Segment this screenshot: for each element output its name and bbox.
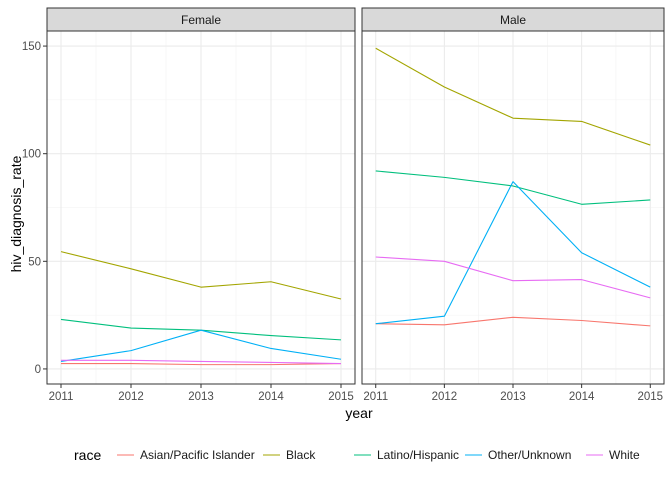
legend-title: race (74, 447, 101, 463)
series-line-asian-pacific-islander (375, 316, 651, 327)
x-tick-label: 2012 (118, 391, 144, 403)
legend-item: Latino/Hispanic (354, 448, 459, 462)
legend: race Asian/Pacific Islander Black Latino/Hi… (74, 447, 640, 463)
series-line-black (375, 47, 651, 146)
y-tick-label: 0 (35, 364, 41, 376)
x-tick-label: 2011 (49, 391, 74, 403)
y-tick-label: 50 (28, 256, 41, 268)
x-axis-title: year (345, 405, 373, 421)
facet-strip-label: Female (181, 13, 221, 27)
series-line-white (375, 256, 651, 299)
series-line-black (60, 251, 342, 300)
y-axis-title: hiv_diagnosis_rate (8, 155, 24, 272)
series-line-asian-pacific-islander (61, 362, 342, 366)
x-tick-label: 2014 (258, 391, 284, 403)
series-line-other-unknown (60, 329, 342, 362)
x-tick-label: 2013 (500, 391, 526, 403)
series-line-latino-hispanic (375, 170, 651, 205)
x-tick-label: 2012 (432, 391, 458, 403)
legend-item: Black (263, 448, 316, 462)
x-tick-label: 2014 (569, 391, 595, 403)
x-tick-label: 2013 (188, 391, 214, 403)
legend-label: White (609, 448, 640, 462)
legend-label: Asian/Pacific Islander (140, 448, 255, 462)
legend-item: White (586, 448, 640, 462)
legend-item: Other/Unknown (465, 448, 571, 462)
legend-label: Latino/Hispanic (377, 448, 459, 462)
panel-female: Female 2011 2012 2013 2014 2015 (46, 7, 356, 403)
facet-strip-label: Male (500, 13, 526, 27)
x-tick-label: 2015 (328, 391, 354, 403)
legend-label: Black (286, 448, 316, 462)
legend-label: Other/Unknown (488, 448, 571, 462)
x-tick-label: 2015 (637, 391, 663, 403)
legend-item: Asian/Pacific Islander (117, 448, 255, 462)
series-line-white (61, 359, 342, 365)
series-line-other-unknown (375, 181, 651, 325)
y-tick-label: 150 (22, 41, 41, 53)
y-tick-label: 100 (22, 149, 41, 161)
x-tick-label: 2011 (363, 391, 388, 403)
panel-male: Male 2011 2012 2013 2014 2015 (361, 7, 665, 403)
